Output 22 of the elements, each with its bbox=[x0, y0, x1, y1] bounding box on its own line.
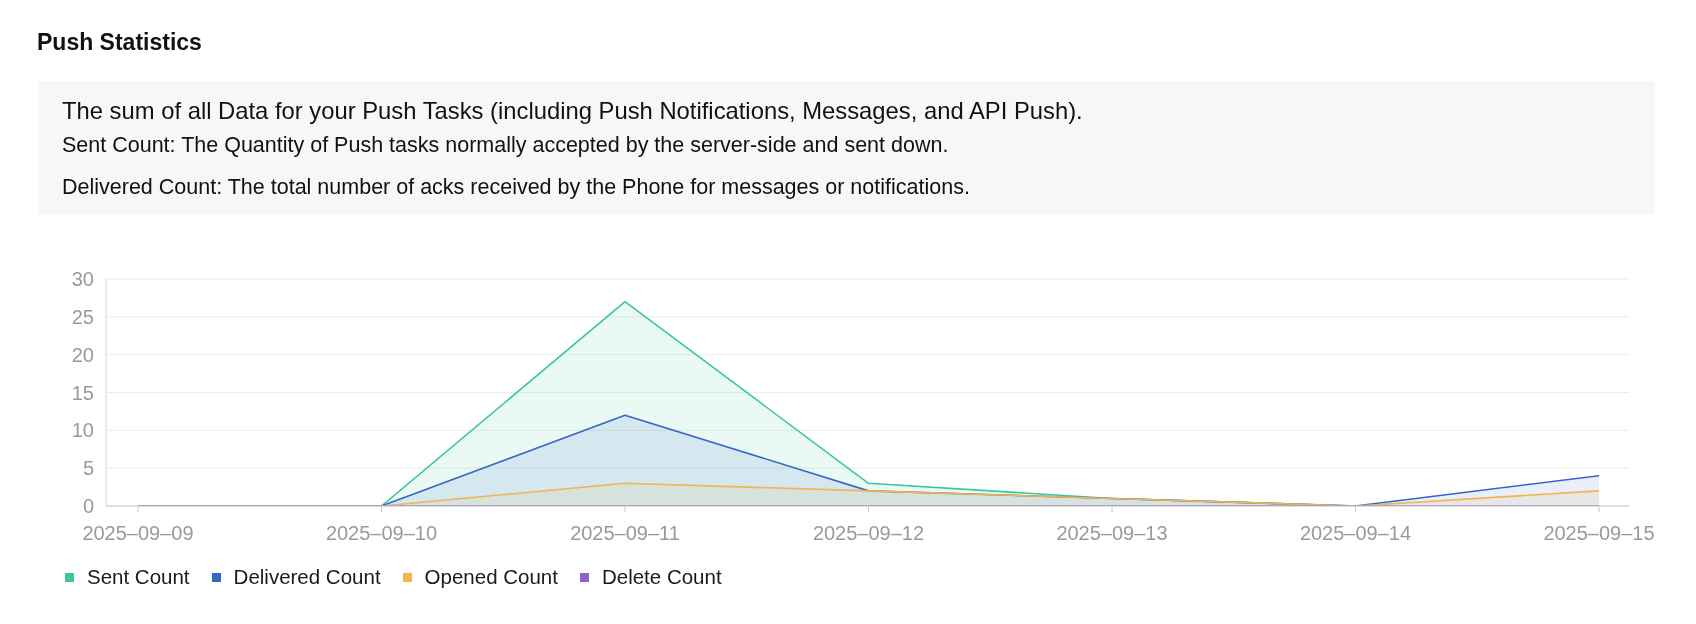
x-tick-label: 2025–09–13 bbox=[1056, 522, 1168, 545]
x-tick-label: 2025–09–12 bbox=[812, 522, 925, 545]
y-tick-label: 30 bbox=[71, 268, 94, 291]
y-tick-label: 5 bbox=[82, 457, 94, 480]
chart-title: Push Statistics bbox=[37, 29, 202, 56]
legend-label: Delete Count bbox=[601, 565, 722, 589]
y-tick-label: 10 bbox=[71, 419, 94, 442]
y-tick-label: 15 bbox=[71, 381, 94, 404]
x-tick-label: 2025–09–09 bbox=[82, 522, 194, 545]
legend-label: Opened Count bbox=[424, 565, 558, 589]
text: Sent Count: The Quantity of Push tasks normally accepted by the server-side and sent down. bbox=[62, 133, 950, 157]
y-tick-label: 25 bbox=[71, 305, 94, 328]
x-tick-label: 2025–09–10 bbox=[325, 522, 438, 545]
chart-subtitle: The sum of all Data for your Push Tasks (including Push Notifications, Messages, and API Push). bbox=[62, 97, 1084, 124]
legend-label: Sent Count bbox=[87, 565, 190, 589]
x-tick-label: 2025–09–14 bbox=[1299, 522, 1412, 545]
x-tick-label: 2025–09–15 bbox=[1543, 522, 1655, 545]
y-tick-label: 0 bbox=[82, 495, 94, 518]
text: Delivered Count: The total number of acks received by the Phone for messages or notifications. bbox=[62, 175, 971, 199]
x-tick-label: 2025–09–11 bbox=[570, 522, 680, 545]
y-tick-label: 20 bbox=[71, 343, 94, 366]
legend-label: Delivered Count bbox=[233, 565, 381, 589]
